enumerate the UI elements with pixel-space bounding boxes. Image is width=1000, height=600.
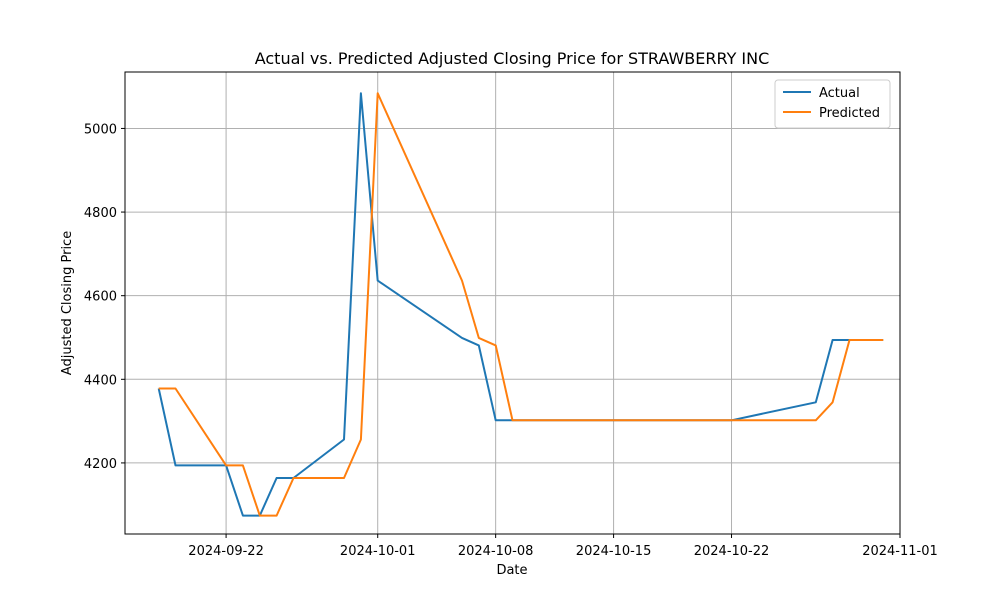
y-tick-label: 4400 (84, 373, 117, 388)
y-tick-label: 4600 (84, 290, 117, 305)
y-axis-label: Adjusted Closing Price (60, 231, 75, 375)
legend-label-actual: Actual (819, 86, 860, 101)
chart-title: Actual vs. Predicted Adjusted Closing Pr… (255, 49, 770, 68)
x-tick-label: 2024-10-01 (340, 544, 416, 559)
grid (125, 72, 901, 534)
series-lines (157, 92, 884, 517)
x-axis-ticks: 2024-09-22 2024-10-01 2024-10-08 2024-10-15… (188, 534, 938, 559)
x-tick-label: 2024-10-08 (458, 544, 534, 559)
series-line-predicted (158, 92, 884, 517)
x-tick-label: 2024-10-15 (576, 544, 652, 559)
y-tick-label: 4800 (84, 206, 117, 221)
y-tick-label: 4200 (84, 457, 117, 472)
legend: Actual Predicted (774, 79, 891, 129)
plot-frame (124, 71, 901, 535)
x-tick-label: 2024-09-22 (188, 544, 264, 559)
x-axis-label: Date (496, 563, 527, 578)
x-tick-label: 2024-11-01 (862, 544, 938, 559)
x-tick-label: 2024-10-22 (694, 544, 770, 559)
legend-label-predicted: Predicted (819, 106, 880, 121)
y-axis-ticks: 4200 4400 4600 4800 5000 (84, 122, 125, 472)
y-tick-label: 5000 (84, 122, 117, 137)
series-line-actual (157, 92, 884, 517)
